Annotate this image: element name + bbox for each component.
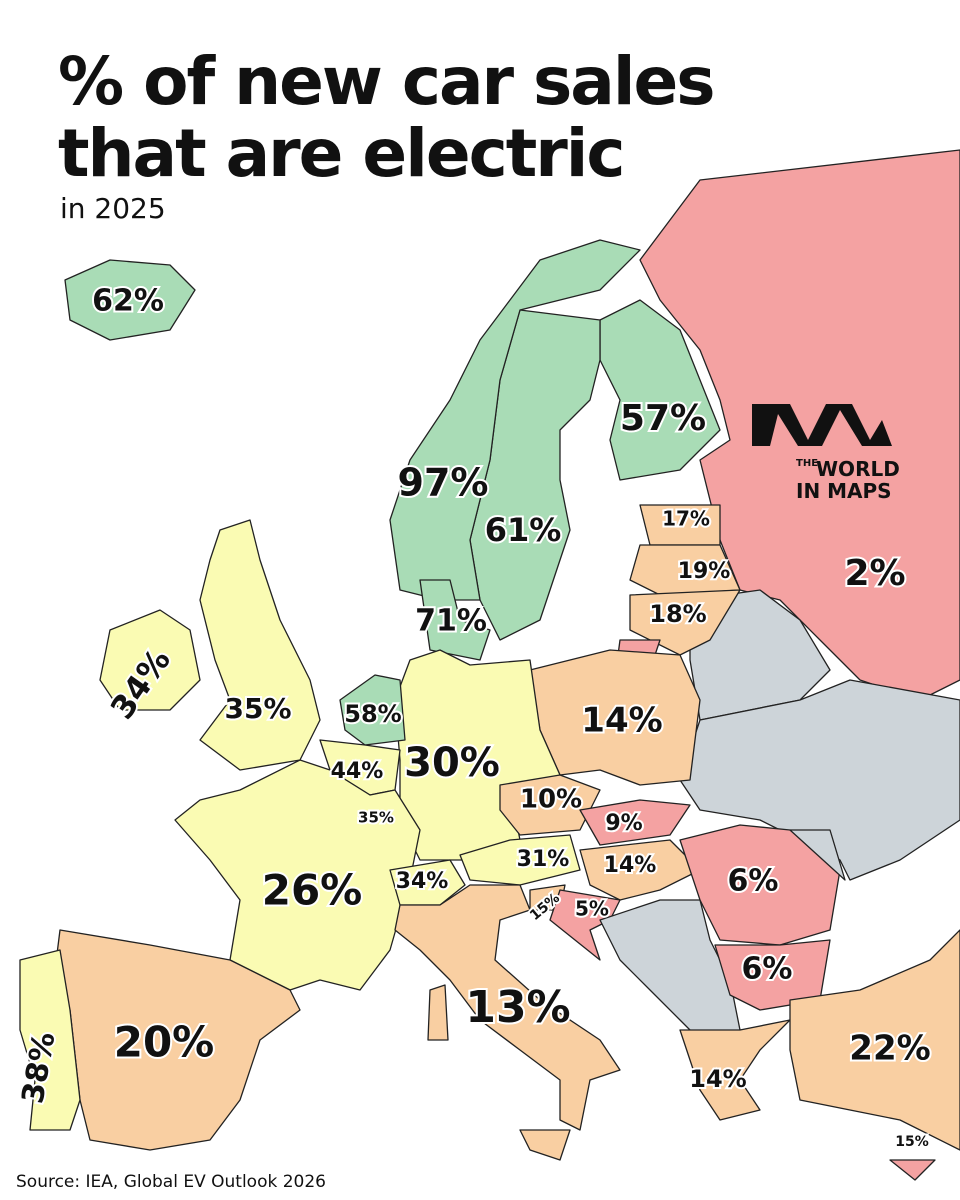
country-label: 6% [742,952,793,987]
title-line: % of new car sales [58,43,714,120]
country-label: 15% [895,1134,929,1150]
country-label: 17% [662,507,710,531]
country-label: 20% [114,1018,215,1067]
country-label: 35% [224,692,291,725]
country-label: 71% [415,604,487,639]
country-label: 14% [689,1065,746,1093]
country-label: 30% [404,740,500,786]
country-label: 19% [678,559,731,584]
country-label: 6% [728,864,779,899]
country-label: 31% [517,847,570,872]
subtitle: in 2025 [60,192,166,225]
country-label: 13% [465,982,570,1033]
country-label: 18% [649,600,706,628]
country-label: 58% [344,700,401,728]
logo: THE WORLD IN MAPS [752,404,900,503]
country-label: 9% [605,811,642,836]
country-label: 2% [844,553,905,594]
country-labels: 62% 97% 61% 57% 71% 17% 19% 18% 2% 34% 35% 58% 44% 35… [14,282,933,1153]
country-label: 44% [331,759,384,784]
country-label: 97% [398,461,489,505]
country-label: 62% [92,284,164,319]
country-label: 10% [520,785,582,815]
country-label: 14% [604,853,657,878]
logo-line1: WORLD [816,457,900,481]
country-label: 5% [575,897,609,921]
country-label: 26% [262,866,363,915]
country-label: 14% [581,701,662,741]
source: Source: IEA, Global EV Outlook 2026 [16,1172,326,1192]
country-label: 34% [396,869,449,894]
country-label: 57% [620,398,706,439]
country-label: 35% [358,809,394,827]
title-line: that are electric [58,115,624,192]
country-label: 61% [485,511,562,549]
country-label: 22% [849,1029,930,1069]
logo-line2: IN MAPS [796,479,892,503]
logo-the: THE [796,458,818,469]
